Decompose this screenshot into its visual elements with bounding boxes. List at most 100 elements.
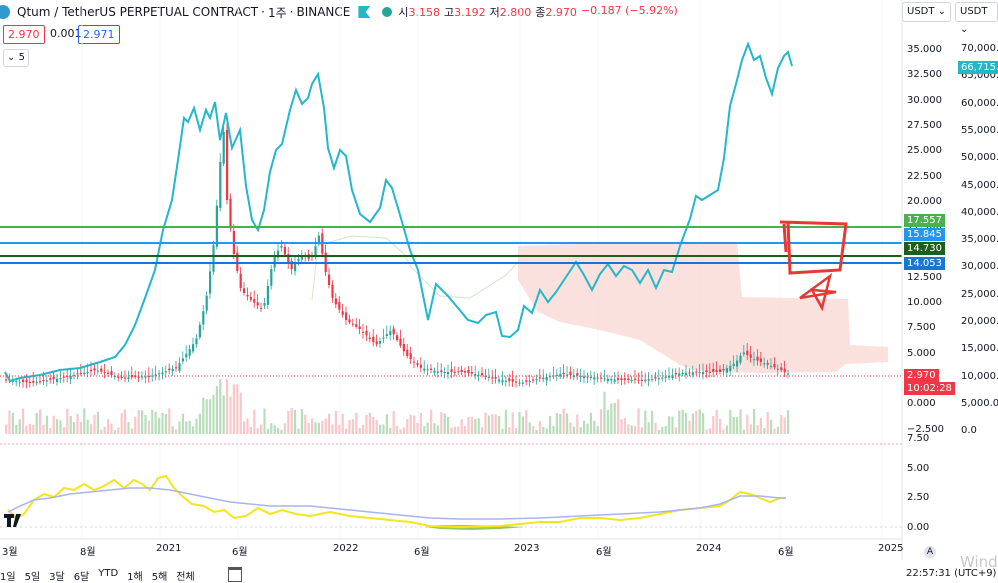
candle bbox=[18, 381, 21, 383]
candlesticks bbox=[5, 122, 790, 389]
candle-countdown-tag: 10:02:28 bbox=[904, 382, 955, 395]
candle bbox=[385, 334, 388, 337]
range-ytd-button[interactable]: YTD bbox=[98, 568, 119, 579]
candle bbox=[341, 311, 344, 315]
candle bbox=[283, 246, 286, 255]
candle bbox=[416, 363, 419, 365]
volume-bar bbox=[93, 414, 96, 434]
volume-bar bbox=[549, 415, 552, 434]
buy-price-button[interactable]: 2.971 bbox=[78, 25, 120, 44]
volume-bar bbox=[256, 428, 259, 434]
osc-axis-label: 0.00 bbox=[907, 521, 930, 533]
range-3m-button[interactable]: 3달 bbox=[49, 572, 65, 583]
volume-bar bbox=[562, 408, 565, 434]
candle bbox=[722, 369, 725, 371]
volume-bar bbox=[355, 412, 358, 434]
candle bbox=[671, 375, 674, 378]
volume-bar bbox=[202, 397, 205, 434]
interval-label: 1주 bbox=[267, 5, 287, 20]
candle bbox=[702, 372, 705, 375]
right-axis-label: 30,000.0 bbox=[961, 261, 998, 273]
candle bbox=[508, 378, 511, 382]
sell-price-button[interactable]: 2.970 bbox=[3, 25, 45, 44]
range-5d-button[interactable]: 5일 bbox=[24, 572, 41, 583]
candle bbox=[402, 344, 405, 352]
left-axis-label: 35.000 bbox=[907, 44, 942, 55]
spread-value: 0.001 bbox=[50, 27, 82, 40]
volume-bar bbox=[770, 419, 773, 434]
volume-bar bbox=[668, 416, 671, 434]
range-1d-button[interactable]: 1일 bbox=[0, 572, 16, 583]
candle bbox=[399, 338, 402, 346]
volume-bar bbox=[712, 416, 715, 434]
candle bbox=[688, 372, 691, 374]
candle bbox=[49, 378, 52, 380]
range-all-button[interactable]: 전체 bbox=[176, 572, 195, 583]
candle bbox=[528, 380, 531, 383]
osc-line-lavender bbox=[7, 487, 786, 520]
candle bbox=[83, 372, 86, 374]
candle bbox=[501, 380, 504, 383]
candle bbox=[678, 373, 681, 376]
candle bbox=[749, 354, 752, 358]
candle bbox=[243, 288, 246, 293]
volume-bar bbox=[474, 418, 477, 434]
volume-bar bbox=[464, 426, 467, 434]
volume-bar bbox=[385, 414, 388, 434]
candle bbox=[783, 368, 786, 372]
candle bbox=[392, 328, 395, 335]
volume-bar bbox=[73, 422, 76, 434]
volume-bar bbox=[45, 415, 48, 434]
candle bbox=[630, 380, 633, 381]
candle bbox=[766, 362, 769, 365]
currency-select-right[interactable]: USDT ⌄ bbox=[955, 2, 998, 35]
candle bbox=[498, 379, 501, 382]
volume-bar bbox=[317, 422, 320, 434]
candle bbox=[25, 379, 28, 383]
candle bbox=[620, 378, 623, 380]
candle bbox=[409, 353, 412, 359]
range-1y-button[interactable]: 1해 bbox=[127, 572, 143, 583]
candle bbox=[600, 377, 603, 379]
volume-bar bbox=[249, 426, 252, 434]
candle bbox=[117, 376, 120, 378]
hand-drawn-box[interactable] bbox=[779, 220, 848, 275]
candle bbox=[440, 370, 443, 372]
osc-axis-label: 7.50 bbox=[907, 433, 930, 444]
candle bbox=[756, 356, 759, 361]
flag-icon[interactable] bbox=[358, 6, 371, 18]
candle bbox=[436, 371, 439, 373]
clock-display[interactable]: 22:57:31 (UTC+9) bbox=[906, 568, 997, 579]
candle bbox=[345, 312, 348, 320]
currency-select-left[interactable]: USDT ⌄ bbox=[902, 2, 952, 22]
ohlc-values: 시3.158 고3.192 저2.800 종2.970 −0.187 (−5.9… bbox=[398, 4, 678, 19]
left-axis-label: 20.000 bbox=[907, 195, 942, 207]
time-label: 6월 bbox=[596, 547, 612, 558]
candle bbox=[56, 378, 59, 382]
candle bbox=[181, 358, 184, 362]
candle bbox=[715, 370, 718, 372]
calendar-icon[interactable] bbox=[228, 567, 242, 582]
candle bbox=[542, 377, 545, 380]
candle bbox=[759, 358, 762, 362]
volume-bar bbox=[766, 412, 769, 434]
volume-bar bbox=[521, 416, 524, 434]
left-axis-label: 27.500 bbox=[907, 119, 942, 131]
range-5y-button[interactable]: 5해 bbox=[151, 572, 168, 583]
volume-bar bbox=[756, 425, 759, 434]
range-6m-button[interactable]: 6달 bbox=[73, 572, 90, 583]
candle bbox=[287, 254, 290, 263]
candle bbox=[280, 246, 283, 248]
volume-bar bbox=[141, 410, 144, 434]
symbol-info[interactable]: Qtum / TetherUS PERPETUAL CONTRACT · 1주 … bbox=[0, 4, 350, 21]
volume-bar bbox=[171, 426, 174, 434]
volume-bar bbox=[103, 426, 106, 434]
candle bbox=[736, 360, 739, 367]
collapse-indicators-button[interactable]: ⌄ 5 bbox=[3, 49, 29, 67]
volume-bar bbox=[185, 421, 188, 434]
volume-bar bbox=[603, 391, 606, 434]
time-axis[interactable]: 3월 8월 2021 6월 2022 6월 2023 6월 2024 6월 20… bbox=[0, 543, 903, 559]
hand-drawn-star[interactable] bbox=[799, 272, 837, 312]
auto-scale-button[interactable]: A bbox=[924, 546, 936, 558]
